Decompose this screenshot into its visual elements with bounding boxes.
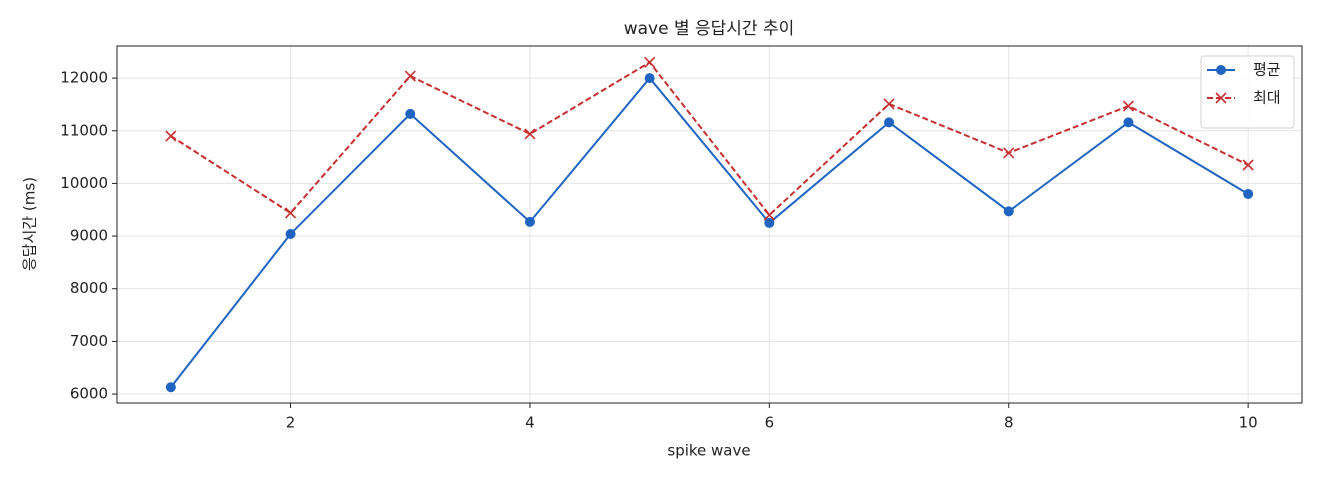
x-axis-label: spike wave <box>667 442 750 460</box>
x-tick-label: 4 <box>525 414 535 432</box>
marker <box>764 217 775 228</box>
series-line <box>170 76 1249 388</box>
marker <box>524 128 536 140</box>
marker <box>285 228 296 239</box>
y-tick-label: 12000 <box>60 69 108 87</box>
marker <box>644 73 655 84</box>
y-tick-label: 10000 <box>60 174 108 192</box>
marker <box>1003 206 1014 217</box>
marker <box>1242 159 1254 171</box>
y-tick-label: 8000 <box>70 279 108 297</box>
marker <box>405 108 416 119</box>
x-tick-label: 10 <box>1239 414 1258 432</box>
x-tick-label: 2 <box>286 414 296 432</box>
y-tick-label: 7000 <box>70 332 108 350</box>
marker <box>284 207 297 219</box>
series-line <box>170 61 1249 217</box>
x-tick-label: 8 <box>1004 414 1014 432</box>
y-tick-label: 6000 <box>70 385 108 403</box>
marker <box>524 216 535 227</box>
marker <box>1123 117 1134 128</box>
chart-title: wave 별 응답시간 추이 <box>624 19 795 39</box>
legend-marker <box>1215 92 1227 104</box>
marker <box>1122 100 1135 112</box>
y-tick-label: 11000 <box>60 121 108 139</box>
marker <box>1003 147 1015 159</box>
marker <box>165 130 177 142</box>
legend-label: 평균 <box>1253 61 1281 79</box>
marker <box>644 56 656 68</box>
y-tick-label: 9000 <box>70 227 108 245</box>
legend-label: 최대 <box>1253 89 1281 107</box>
x-tick-label: 6 <box>765 414 775 432</box>
marker <box>165 382 176 393</box>
y-axis-label: 응답시간 (ms) <box>21 177 39 271</box>
marker <box>1243 188 1254 199</box>
marker <box>884 117 895 128</box>
legend-marker <box>1216 65 1226 75</box>
plot-frame <box>116 45 1303 404</box>
legend-box <box>1200 55 1295 129</box>
marker <box>763 209 775 221</box>
marker <box>883 98 895 110</box>
marker <box>404 70 416 82</box>
